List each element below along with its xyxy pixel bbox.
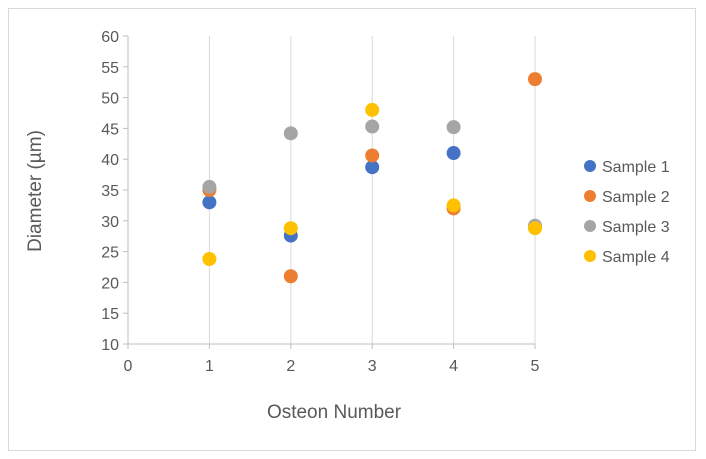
point-sample-2-3 bbox=[365, 148, 380, 163]
y-tick-label: 10 bbox=[101, 337, 119, 354]
legend-label: Sample 1 bbox=[602, 159, 670, 176]
point-sample-3-4 bbox=[446, 120, 461, 135]
legend-marker bbox=[584, 190, 596, 202]
x-tick-labels: 0 1 2 3 4 5 bbox=[124, 358, 540, 375]
y-tick-label: 15 bbox=[101, 306, 119, 323]
legend: Sample 1 Sample 2 Sample 3 Sample 4 bbox=[584, 159, 670, 266]
legend-marker bbox=[584, 220, 596, 232]
legend-marker bbox=[584, 250, 596, 262]
x-tick-label: 4 bbox=[449, 358, 458, 375]
x-tick-label: 5 bbox=[531, 358, 540, 375]
gridlines bbox=[208, 36, 536, 344]
y-axis-title: Diameter (µm) bbox=[25, 130, 46, 252]
point-sample-4-3 bbox=[365, 102, 380, 117]
point-sample-1-4 bbox=[446, 146, 461, 161]
y-tick-label: 40 bbox=[101, 152, 119, 169]
y-tick-label: 50 bbox=[101, 91, 119, 108]
x-tick-label: 2 bbox=[286, 358, 295, 375]
y-tick-label: 30 bbox=[101, 214, 119, 231]
data-points bbox=[202, 72, 542, 284]
y-tick-label: 55 bbox=[101, 60, 119, 77]
point-sample-2-2 bbox=[283, 269, 298, 284]
legend-label: Sample 2 bbox=[602, 189, 670, 206]
y-tick-label: 60 bbox=[101, 29, 119, 46]
legend-label: Sample 4 bbox=[602, 249, 670, 266]
x-tick-label: 3 bbox=[368, 358, 377, 375]
y-tick-label: 20 bbox=[101, 275, 119, 292]
legend-label: Sample 3 bbox=[602, 219, 670, 236]
point-sample-3-2 bbox=[283, 126, 298, 141]
point-sample-3-1 bbox=[202, 179, 217, 194]
x-tick-label: 1 bbox=[205, 358, 214, 375]
point-sample-1-1 bbox=[202, 195, 217, 210]
point-sample-4-1 bbox=[202, 251, 217, 266]
y-tick-label: 45 bbox=[101, 121, 119, 138]
point-sample-4-4 bbox=[446, 198, 461, 213]
x-tick-label: 0 bbox=[124, 358, 133, 375]
point-sample-2-5 bbox=[528, 72, 542, 87]
y-tick-label: 25 bbox=[101, 245, 119, 262]
x-axis-title: Osteon Number bbox=[267, 402, 402, 423]
y-tick-label: 35 bbox=[101, 183, 119, 200]
y-tick-labels: 10 15 20 25 30 35 40 45 50 55 60 bbox=[101, 29, 119, 354]
point-sample-1-3 bbox=[365, 160, 380, 175]
point-sample-4-2 bbox=[283, 221, 298, 236]
point-sample-4-5 bbox=[528, 221, 542, 236]
chart-area bbox=[8, 8, 696, 451]
axes bbox=[123, 35, 536, 349]
legend-marker bbox=[584, 160, 596, 172]
point-sample-3-3 bbox=[365, 119, 380, 134]
